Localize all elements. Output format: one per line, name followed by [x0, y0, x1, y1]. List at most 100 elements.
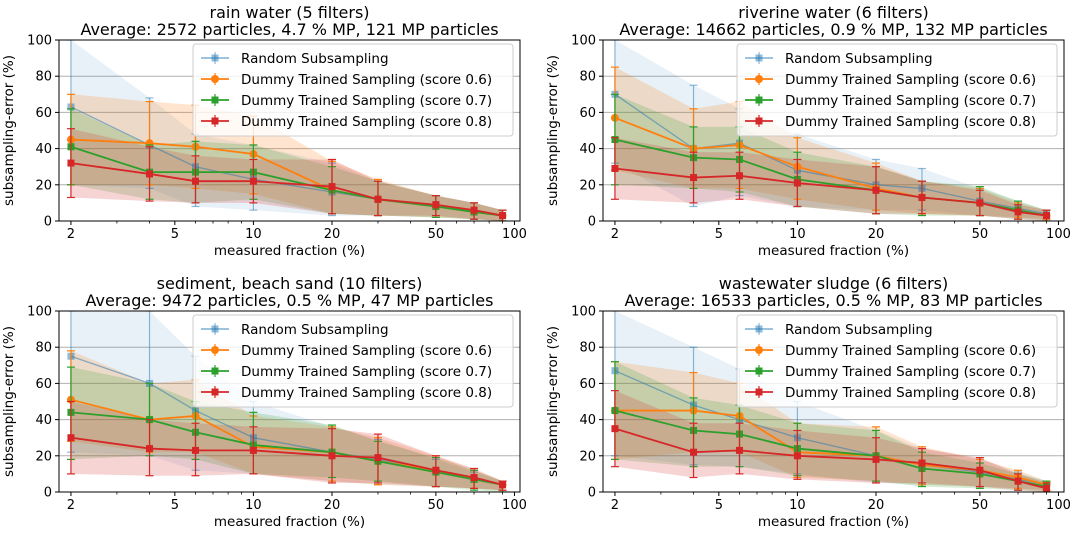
legend-label: Dummy Trained Sampling (score 0.7) [241, 93, 492, 109]
data-point [374, 195, 382, 203]
x-tick-label: 20 [324, 498, 341, 513]
legend-marker [755, 388, 763, 396]
subplot-3: sediment, beach sand (10 filters)Average… [1, 274, 527, 530]
error-band [70, 94, 503, 221]
y-tick-label: 0 [44, 215, 52, 230]
y-tick-label: 60 [35, 106, 52, 121]
chart-subtitle: Average: 14662 particles, 0.9 % MP, 132 … [619, 20, 1047, 39]
x-tick-label: 100 [502, 498, 527, 513]
y-tick-label: 40 [35, 413, 52, 428]
x-tick-label: 50 [428, 227, 445, 242]
legend-box [192, 314, 514, 408]
y-tick-label: 60 [35, 377, 52, 392]
data-point [146, 170, 154, 178]
y-tick-label: 80 [35, 341, 52, 356]
data-point [918, 459, 926, 467]
legend-marker [755, 346, 763, 354]
legend-label: Dummy Trained Sampling (score 0.8) [241, 114, 492, 130]
error-band [70, 311, 503, 491]
legend-marker [211, 346, 219, 354]
y-axis-label: subsampling-error (%) [545, 326, 561, 477]
legend-label: Random Subsampling [241, 322, 389, 338]
y-tick-label: 80 [579, 70, 596, 85]
plot-area [610, 311, 1051, 492]
x-tick-label: 50 [972, 227, 989, 242]
chart-subtitle: Average: 16533 particles, 0.5 % MP, 83 M… [624, 291, 1042, 310]
data-point [432, 201, 440, 209]
x-tick-label: 5 [715, 227, 723, 242]
y-tick-label: 100 [571, 305, 596, 320]
legend-label: Dummy Trained Sampling (score 0.8) [785, 385, 1036, 401]
data-point [328, 183, 336, 191]
legend-marker [211, 388, 219, 396]
axes-frame [602, 39, 1065, 222]
chart-title: riverine water (6 filters) [738, 3, 928, 22]
x-tick-label: 5 [171, 227, 179, 242]
data-point [67, 159, 75, 167]
error-band [614, 40, 1047, 220]
y-tick-label: 40 [579, 413, 596, 428]
data-point [249, 446, 257, 454]
legend-box [192, 43, 514, 137]
data-point [735, 446, 743, 454]
data-point [976, 199, 984, 207]
legend-marker [755, 75, 763, 83]
y-axis-label: subsampling-error (%) [545, 55, 561, 206]
subplot-2: riverine water (6 filters)Average: 14662… [545, 3, 1071, 259]
y-tick-label: 60 [579, 106, 596, 121]
y-tick-label: 0 [588, 215, 596, 230]
x-tick-label: 5 [171, 498, 179, 513]
error-band [614, 94, 1047, 221]
chart-title: wastewater sludge (6 filters) [719, 274, 948, 293]
subplot-4: wastewater sludge (6 filters)Average: 16… [545, 274, 1071, 530]
data-point [67, 434, 75, 442]
legend: Random Subsampling Dummy Trained Sampling… [736, 43, 1058, 137]
data-point [872, 186, 880, 194]
y-tick-label: 20 [35, 178, 52, 193]
y-axis-label: subsampling-error (%) [1, 55, 17, 206]
y-tick-label: 60 [579, 377, 596, 392]
data-point [793, 452, 801, 460]
data-point [735, 172, 743, 180]
legend-marker [755, 325, 763, 333]
legend-marker [755, 96, 763, 104]
x-axis-label: measured fraction (%) [214, 514, 365, 530]
data-point [432, 466, 440, 474]
y-tick-label: 100 [571, 34, 596, 49]
error-band [70, 350, 503, 491]
y-tick-label: 0 [588, 486, 596, 501]
x-tick-label: 2 [611, 498, 619, 513]
x-tick-label: 10 [245, 227, 262, 242]
y-axis-label: subsampling-error (%) [1, 326, 17, 477]
x-axis-label: measured fraction (%) [214, 243, 365, 259]
legend-label: Dummy Trained Sampling (score 0.7) [785, 93, 1036, 109]
plot-area [610, 40, 1051, 221]
legend-label: Dummy Trained Sampling (score 0.8) [785, 114, 1036, 130]
axes-frame [58, 310, 521, 493]
legend-label: Dummy Trained Sampling (score 0.6) [785, 343, 1036, 359]
x-tick-label: 2 [67, 227, 75, 242]
y-tick-label: 40 [579, 142, 596, 157]
x-tick-label: 20 [868, 498, 885, 513]
x-tick-label: 20 [324, 227, 341, 242]
y-tick-label: 20 [579, 449, 596, 464]
plot-area [66, 311, 507, 492]
x-tick-label: 20 [868, 227, 885, 242]
error-band [614, 361, 1047, 492]
legend-box [736, 314, 1058, 408]
x-tick-label: 100 [1046, 498, 1071, 513]
data-point [374, 454, 382, 462]
legend-label: Dummy Trained Sampling (score 0.7) [241, 364, 492, 380]
data-point [499, 481, 507, 489]
legend: Random Subsampling Dummy Trained Sampling… [736, 314, 1058, 408]
chart-subtitle: Average: 2572 particles, 4.7 % MP, 121 M… [80, 20, 498, 39]
legend-label: Dummy Trained Sampling (score 0.6) [241, 343, 492, 359]
subplot-1: rain water (5 filters)Average: 2572 part… [1, 3, 527, 259]
x-tick-label: 100 [1046, 227, 1071, 242]
legend-marker [211, 96, 219, 104]
y-tick-label: 80 [35, 70, 52, 85]
error-band [70, 401, 503, 491]
error-band [70, 128, 503, 221]
y-tick-label: 20 [579, 178, 596, 193]
data-point [146, 445, 154, 453]
